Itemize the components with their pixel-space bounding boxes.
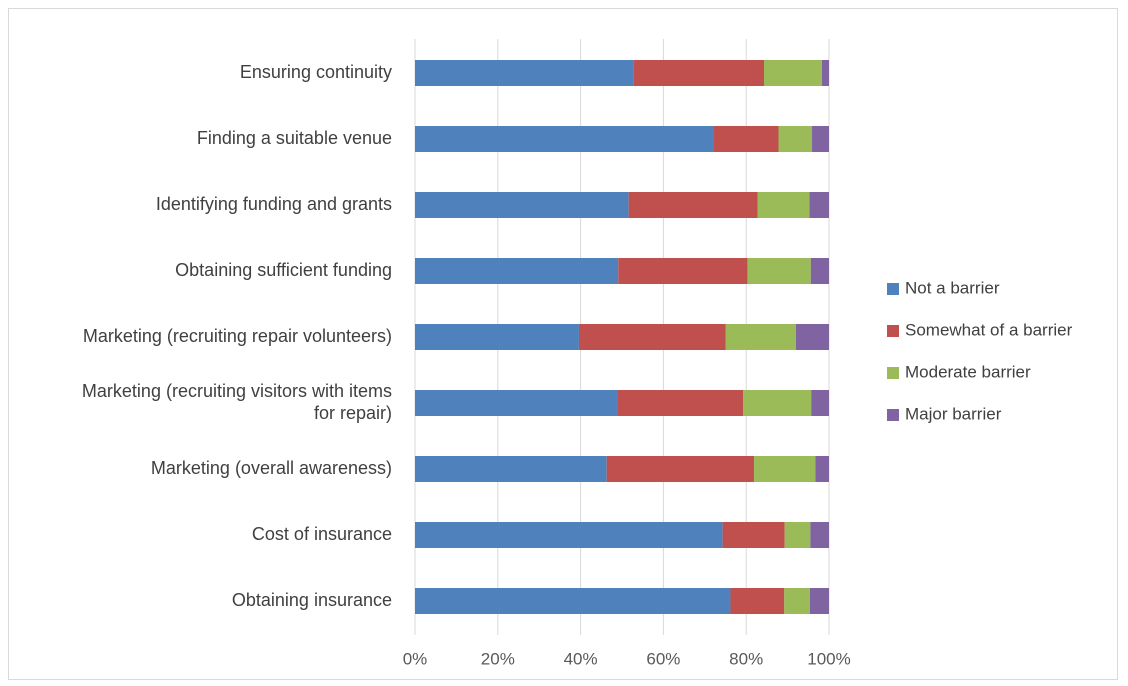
legend-swatch	[887, 409, 899, 421]
x-tick-label: 20%	[481, 649, 515, 668]
legend-label: Major barrier	[905, 404, 1002, 423]
legend-label: Moderate barrier	[905, 362, 1031, 381]
legend-label: Not a barrier	[905, 278, 1000, 297]
bar-segment	[618, 258, 748, 284]
bar-segment	[743, 390, 812, 416]
bar-segment	[778, 126, 813, 152]
legend: Not a barrier Somewhat of a barrier Modera…	[887, 278, 1073, 423]
category-label: Finding a suitable venue	[197, 128, 392, 148]
bars	[415, 60, 829, 614]
legend-swatch	[887, 283, 899, 295]
category-label: Cost of insurance	[252, 524, 392, 544]
category-label: Ensuring continuity	[240, 62, 392, 82]
x-tick-labels: 0% 20% 40% 60% 80% 100%	[403, 649, 851, 668]
bar-segment	[747, 258, 811, 284]
bar-segment	[795, 324, 829, 350]
bar-segment	[415, 258, 619, 284]
bar-segment	[784, 588, 810, 614]
x-tick-label: 60%	[646, 649, 680, 668]
bar-segment	[810, 522, 829, 548]
category-label: Obtaining sufficient funding	[175, 260, 392, 280]
legend-swatch	[887, 325, 899, 337]
bar-segment	[809, 588, 829, 614]
bar-segment	[633, 60, 765, 86]
category-label: for repair)	[314, 403, 392, 423]
bar-segment	[415, 456, 607, 482]
bar-segment	[713, 126, 779, 152]
bar-segment	[757, 192, 810, 218]
bar-segment	[415, 390, 618, 416]
bar-segment	[606, 456, 755, 482]
bar-segment	[730, 588, 785, 614]
category-label: Obtaining insurance	[232, 590, 392, 610]
category-label: Marketing (recruiting repair volunteers)	[83, 326, 392, 346]
legend-swatch	[887, 367, 899, 379]
legend-label: Somewhat of a barrier	[905, 320, 1073, 339]
bar-segment	[725, 324, 796, 350]
bar-segment	[617, 390, 744, 416]
x-tick-label: 80%	[729, 649, 763, 668]
bar-segment	[415, 126, 714, 152]
x-tick-label: 40%	[564, 649, 598, 668]
bar-segment	[784, 522, 811, 548]
bar-segment	[578, 324, 726, 350]
bar-segment	[815, 456, 829, 482]
bar-segment	[415, 588, 731, 614]
category-label: Marketing (recruiting visitors with item…	[82, 381, 392, 401]
bar-segment	[754, 456, 816, 482]
bar-segment	[811, 390, 829, 416]
bar-segment	[415, 60, 634, 86]
category-labels: Ensuring continuity Finding a suitable ve…	[82, 62, 392, 610]
stacked-bar-chart: Ensuring continuity Finding a suitable ve…	[82, 39, 1073, 668]
bar-segment	[722, 522, 785, 548]
bar-segment	[628, 192, 758, 218]
bar-segment	[812, 126, 829, 152]
category-label: Marketing (overall awareness)	[151, 458, 392, 478]
bar-segment	[810, 258, 829, 284]
bar-segment	[415, 324, 579, 350]
x-tick-label: 0%	[403, 649, 428, 668]
chart-frame: Ensuring continuity Finding a suitable ve…	[8, 8, 1118, 680]
bar-segment	[415, 522, 723, 548]
bar-segment	[809, 192, 829, 218]
bar-segment	[821, 60, 829, 86]
bar-segment	[764, 60, 822, 86]
category-label: Identifying funding and grants	[156, 194, 392, 214]
x-tick-label: 100%	[807, 649, 850, 668]
bar-segment	[415, 192, 629, 218]
